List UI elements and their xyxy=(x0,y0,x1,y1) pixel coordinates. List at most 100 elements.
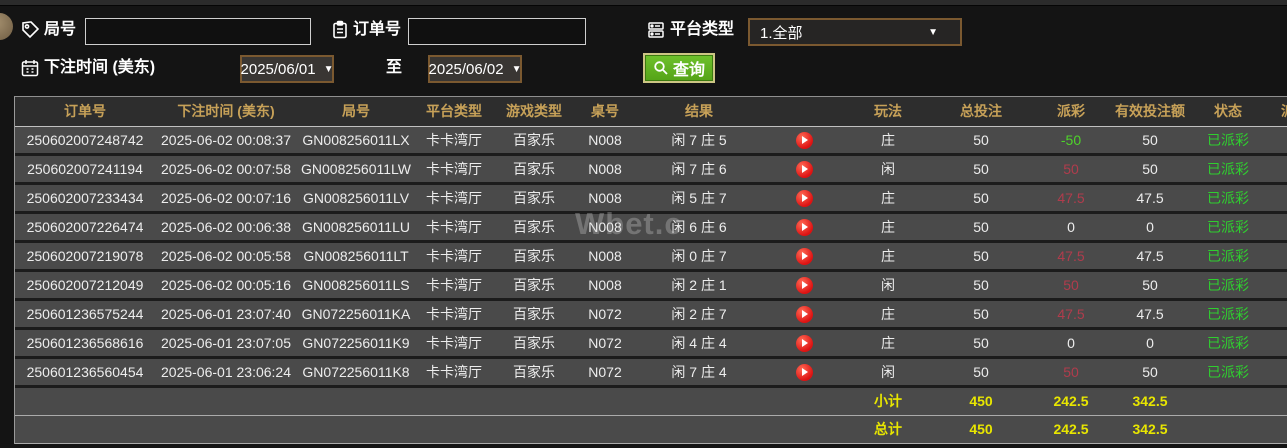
cell-total-bet: 50 xyxy=(973,306,989,322)
table-row: 250602007212049 2025-06-02 00:05:16 GN0082… xyxy=(15,272,1287,301)
column-header: 订单号 xyxy=(64,103,106,119)
cell-valid-bet: 50 xyxy=(1142,277,1158,293)
bet-records-table: 订单号 下注时间 (美东) 局号 平台类型 游戏类型 桌号 结果 玩法 总投注 派彩 有效投注额 状态… xyxy=(14,96,1287,444)
cell-status: 已派彩 xyxy=(1207,335,1249,351)
floating-menu-ball[interactable] xyxy=(0,13,13,40)
grand-total-valid-bet: 342.5 xyxy=(1132,421,1168,437)
cell-payout: 0 xyxy=(1067,219,1075,235)
play-video-icon[interactable] xyxy=(795,189,813,207)
platform-type-value: 1.全部 xyxy=(760,24,803,42)
cell-round-id: GN008256011LV xyxy=(302,190,410,206)
cell-table-no: N008 xyxy=(588,190,622,206)
cell-platform: 卡卡湾厅 xyxy=(426,161,482,177)
cell-clipped xyxy=(1267,330,1287,356)
top-strip xyxy=(0,0,1287,6)
cell-table-no: N008 xyxy=(588,161,622,177)
cell-total-bet: 50 xyxy=(973,161,989,177)
cell-play-video xyxy=(763,214,845,240)
cell-valid-bet: 47.5 xyxy=(1136,190,1164,206)
play-video-icon[interactable] xyxy=(795,363,813,381)
cell-play-video xyxy=(763,330,845,356)
chevron-down-icon: ▼ xyxy=(928,26,938,38)
column-header: 派彩 xyxy=(1057,103,1085,119)
play-video-icon[interactable] xyxy=(795,160,813,178)
clipboard-icon xyxy=(330,20,350,40)
play-video-icon[interactable] xyxy=(795,276,813,294)
cell-game-type: 百家乐 xyxy=(513,277,555,293)
cell-bet-time: 2025-06-02 00:05:58 xyxy=(161,248,291,264)
cell-game-type: 百家乐 xyxy=(513,364,555,380)
subtotal-label: 小计 xyxy=(874,393,902,409)
cell-table-no: N008 xyxy=(588,277,622,293)
order-no-input[interactable] xyxy=(408,18,586,45)
cell-clipped xyxy=(1267,272,1287,298)
column-header: 状态 xyxy=(1214,103,1242,119)
table-row: 250601236575244 2025-06-01 23:07:40 GN0722… xyxy=(15,301,1287,330)
cell-round-id: GN008256011LX xyxy=(302,132,410,148)
table-row: 250602007226474 2025-06-02 00:06:38 GN0082… xyxy=(15,214,1287,243)
column-header: 局号 xyxy=(342,103,370,119)
cell-valid-bet: 0 xyxy=(1146,335,1154,351)
cell-platform: 卡卡湾厅 xyxy=(426,219,482,235)
cell-result: 闲 7 庄 4 xyxy=(671,364,727,380)
cell-status: 已派彩 xyxy=(1207,248,1249,264)
play-video-icon[interactable] xyxy=(795,305,813,323)
cell-total-bet: 50 xyxy=(973,277,989,293)
cell-status: 已派彩 xyxy=(1207,161,1249,177)
cell-payout: 50 xyxy=(1063,161,1079,177)
cell-status: 已派彩 xyxy=(1207,364,1249,380)
grand-total-label: 总计 xyxy=(874,421,902,437)
column-header: 总投注 xyxy=(960,103,1002,119)
table-header: 订单号 下注时间 (美东) 局号 平台类型 游戏类型 桌号 结果 玩法 总投注 派彩 有效投注额 状态… xyxy=(15,97,1287,127)
cell-play: 庄 xyxy=(881,335,895,351)
round-no-input[interactable] xyxy=(85,18,311,45)
cell-table-no: N072 xyxy=(588,364,622,380)
cell-order-id: 250601236575244 xyxy=(26,306,144,322)
cell-platform: 卡卡湾厅 xyxy=(426,248,482,264)
play-video-icon[interactable] xyxy=(795,334,813,352)
cell-bet-time: 2025-06-02 00:06:38 xyxy=(161,219,291,235)
cell-payout: 47.5 xyxy=(1057,248,1085,264)
cell-round-id: GN072256011KA xyxy=(301,306,411,322)
calendar-icon xyxy=(20,58,40,78)
cell-result: 闲 5 庄 7 xyxy=(671,190,727,206)
cell-order-id: 250602007226474 xyxy=(26,219,144,235)
cell-table-no: N008 xyxy=(588,132,622,148)
cell-platform: 卡卡湾厅 xyxy=(426,132,482,148)
column-header: 结果 xyxy=(685,103,713,119)
cell-order-id: 250602007212049 xyxy=(26,277,144,293)
search-button[interactable]: 查询 xyxy=(643,53,716,83)
cell-play-video xyxy=(763,272,845,298)
cell-clipped xyxy=(1267,301,1287,327)
cell-valid-bet: 50 xyxy=(1142,364,1158,380)
date-to-picker[interactable]: 2025/06/02 ▼ xyxy=(428,55,522,83)
cell-play: 庄 xyxy=(881,306,895,322)
cell-round-id: GN008256011LT xyxy=(303,248,409,264)
cell-status: 已派彩 xyxy=(1207,306,1249,322)
column-header: 平台类型 xyxy=(426,103,482,119)
platform-type-label: 平台类型 xyxy=(670,21,735,38)
cell-platform: 卡卡湾厅 xyxy=(426,335,482,351)
platform-type-select[interactable]: 1.全部 ▼ xyxy=(748,18,962,46)
chevron-down-icon: ▼ xyxy=(323,63,334,75)
cell-status: 已派彩 xyxy=(1207,219,1249,235)
cell-order-id: 250601236568616 xyxy=(26,335,144,351)
grand-total-row: 总计 450 242.5 342.5 xyxy=(15,416,1287,444)
cell-game-type: 百家乐 xyxy=(513,161,555,177)
cell-payout: 50 xyxy=(1063,277,1079,293)
platform-list-icon xyxy=(646,20,666,40)
play-video-icon[interactable] xyxy=(795,247,813,265)
column-header: 游戏类型 xyxy=(506,103,562,119)
cell-play-video xyxy=(763,359,845,385)
play-video-icon[interactable] xyxy=(795,131,813,149)
cell-bet-time: 2025-06-02 00:07:58 xyxy=(161,161,291,177)
cell-payout: 47.5 xyxy=(1057,306,1085,322)
date-from-picker[interactable]: 2025/06/01 ▼ xyxy=(240,55,334,83)
order-no-label: 订单号 xyxy=(353,21,402,38)
cell-total-bet: 50 xyxy=(973,335,989,351)
table-row: 250601236568616 2025-06-01 23:07:05 GN0722… xyxy=(15,330,1287,359)
column-header: 有效投注额 xyxy=(1115,103,1185,119)
play-video-icon[interactable] xyxy=(795,218,813,236)
cell-round-id: GN072256011K8 xyxy=(302,364,410,380)
search-icon xyxy=(654,61,668,75)
